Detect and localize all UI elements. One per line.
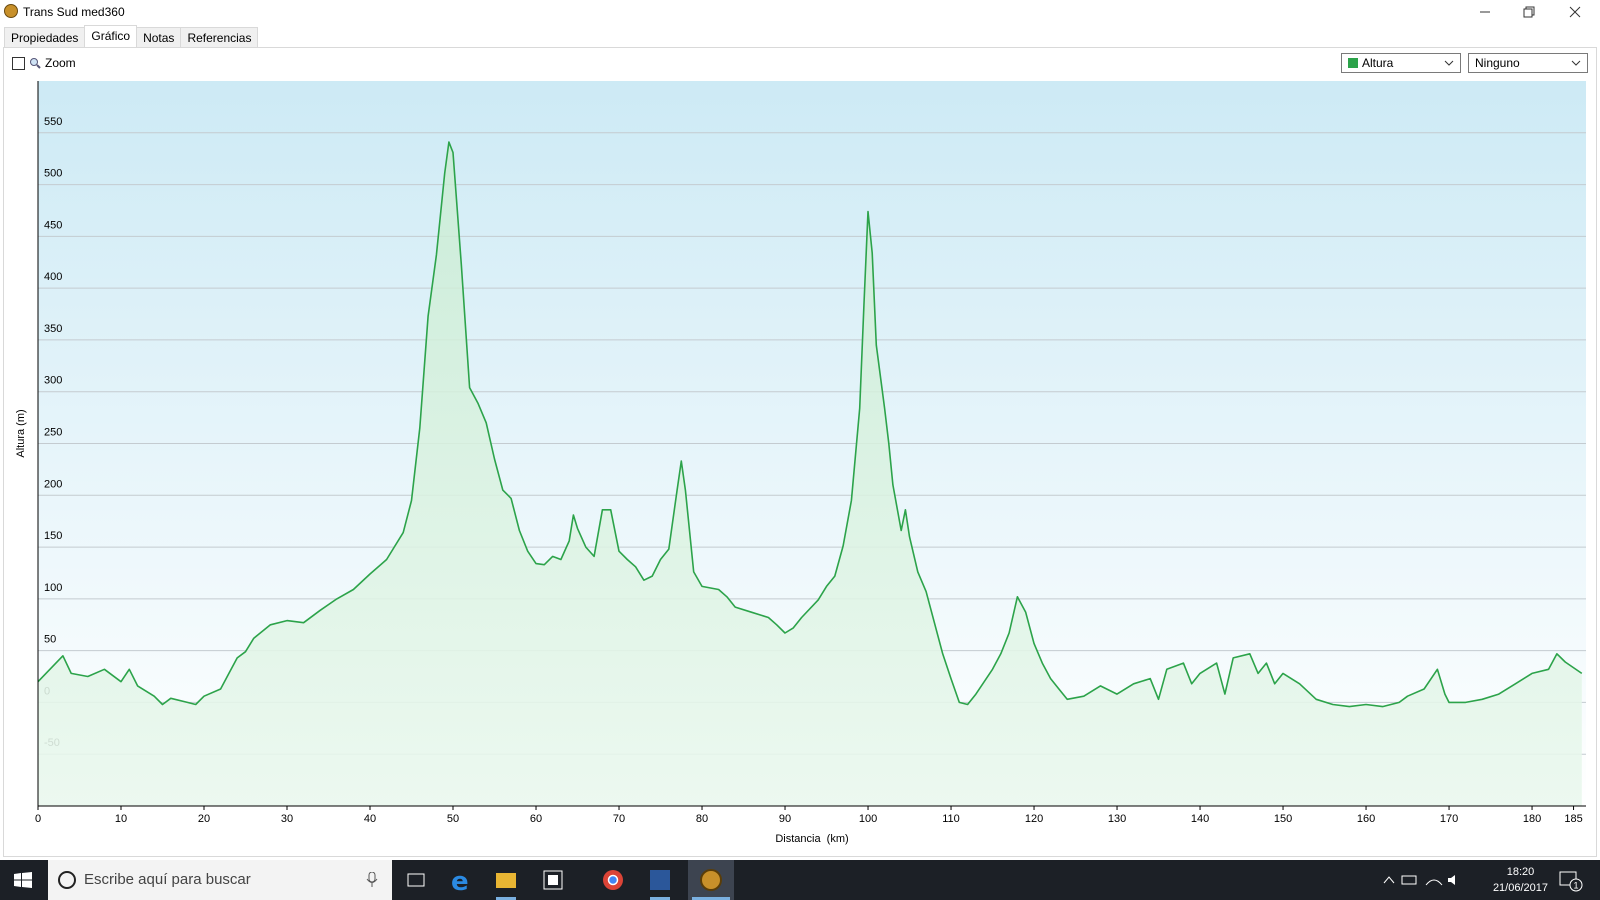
cortana-icon: [58, 871, 76, 889]
x-tick-label: 40: [364, 813, 376, 825]
y-tick-label: 100: [44, 582, 62, 594]
checkbox[interactable]: [12, 56, 25, 70]
x-tick-label: 110: [942, 813, 960, 825]
x-tick-label: 10: [115, 813, 127, 825]
series-select[interactable]: Altura: [1341, 53, 1461, 73]
zoom-label: Zoom: [45, 56, 76, 70]
y-tick-label: 400: [44, 271, 62, 283]
y-tick-label: 200: [44, 478, 62, 490]
app-icon: [4, 4, 18, 18]
series-select-label: Altura: [1362, 56, 1394, 70]
svg-text:e: e: [451, 867, 469, 897]
action-center[interactable]: 1: [1558, 870, 1584, 892]
tray-icons[interactable]: [1382, 872, 1462, 888]
chart-panel: Zoom Altura Ninguno -5005010015020025030…: [3, 47, 1597, 857]
x-tick-label: 60: [530, 813, 542, 825]
dropdown-arrow: [1571, 60, 1581, 66]
clock-time: 18:20: [1506, 866, 1535, 878]
x-axis-label: Distancia (km): [775, 833, 848, 845]
x-tick-label: 150: [1274, 813, 1292, 825]
dropdown-arrow: [1444, 60, 1454, 66]
x-tick-label: 50: [447, 813, 459, 825]
clock-date: 21/06/2017: [1492, 882, 1548, 894]
tab[interactable]: Notas: [136, 27, 182, 48]
x-tick-label: 100: [859, 813, 877, 825]
minimize-button[interactable]: [1470, 2, 1500, 22]
close-button[interactable]: [1560, 2, 1590, 22]
x-tick-label: 80: [696, 813, 708, 825]
compare-select[interactable]: Ninguno: [1468, 53, 1588, 73]
window-title: Trans Sud med360: [23, 5, 125, 19]
restore-button[interactable]: [1514, 2, 1544, 22]
y-tick-label: 250: [44, 427, 62, 439]
y-tick-label: 50: [44, 634, 56, 646]
search-box[interactable]: Escribe aquí para buscar: [48, 860, 392, 900]
x-tick-label: 30: [281, 813, 293, 825]
x-tick-label: 70: [613, 813, 625, 825]
notification-count: 1: [1573, 881, 1578, 891]
x-tick-label: 180: [1523, 813, 1541, 825]
zoom-toggle[interactable]: Zoom: [12, 56, 76, 70]
compare-select-label: Ninguno: [1475, 56, 1520, 70]
y-axis-label: Altura (m): [15, 409, 27, 457]
x-tick-label: 90: [779, 813, 791, 825]
y-tick-label: 350: [44, 323, 62, 335]
tab[interactable]: Propiedades: [4, 27, 86, 48]
x-tick-label: 170: [1440, 813, 1458, 825]
y-tick-label: 550: [44, 116, 62, 128]
elevation-line: [37, 141, 1583, 708]
x-tick-label: 185: [1564, 813, 1582, 825]
x-tick-label: 20: [198, 813, 210, 825]
x-tick-label: 140: [1191, 813, 1209, 825]
magnifier-icon: [30, 58, 41, 69]
tab[interactable]: Referencias: [180, 27, 259, 48]
y-tick-label: 300: [44, 375, 62, 387]
start-button[interactable]: [14, 872, 32, 888]
area-fill: [38, 142, 1582, 807]
y-tick-label: 500: [44, 168, 62, 180]
search-placeholder: Escribe aquí para buscar: [84, 871, 251, 888]
elevation-chart: -500501001502002503003504004505005500102…: [15, 81, 1586, 845]
x-tick-label: 0: [35, 813, 41, 825]
series-swatch: [1348, 58, 1358, 68]
x-tick-label: 120: [1025, 813, 1043, 825]
y-tick-label: 450: [44, 219, 62, 231]
tab[interactable]: Gráfico: [84, 25, 138, 48]
y-tick-label: 150: [44, 530, 62, 542]
x-tick-label: 130: [1108, 813, 1126, 825]
pinned-apps[interactable]: e: [396, 860, 736, 900]
clock[interactable]: 18:20 21/06/2017: [1493, 864, 1548, 896]
x-tick-label: 160: [1357, 813, 1375, 825]
mic-icon: [366, 872, 378, 887]
taskbar: Escribe aquí para buscar e 18:20 21/06/2…: [0, 860, 1600, 900]
title-bar: Trans Sud med360: [0, 0, 1600, 24]
tab-strip: Propiedades Gráfico Notas Referencias: [4, 25, 259, 48]
